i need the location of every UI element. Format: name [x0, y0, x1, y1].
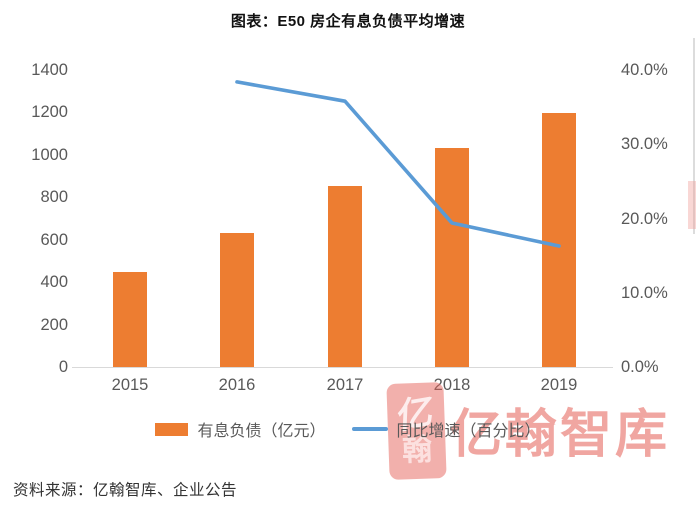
- legend-item-growth: 同比增速（百分比）: [351, 417, 541, 441]
- right-edge-pink-artifact: [688, 181, 696, 229]
- bar-2019: [542, 113, 576, 367]
- x-axis-label-2017: 2017: [326, 376, 364, 394]
- left-axis-tick-1400: 1400: [31, 61, 68, 79]
- legend-label-debt: 有息负债（亿元）: [197, 423, 326, 440]
- bar-2018: [435, 148, 469, 367]
- bar-swatch-icon: [155, 422, 189, 436]
- x-axis-label-2019: 2019: [540, 376, 578, 394]
- x-axis-line: [72, 367, 613, 368]
- left-axis-tick-200: 200: [40, 315, 68, 334]
- right-edge-artifact: [693, 38, 695, 234]
- bar-2017: [328, 185, 362, 367]
- left-axis-tick-0: 0: [58, 358, 68, 376]
- left-axis-tick-1200: 1200: [31, 103, 68, 122]
- right-axis-tick-0.0%: 0.0%: [621, 358, 659, 376]
- legend-label-growth: 同比增速（百分比）: [396, 423, 541, 440]
- right-axis-tick-40.0%: 40.0%: [621, 61, 668, 79]
- right-axis-tick-30.0%: 30.0%: [621, 135, 668, 154]
- left-axis-tick-600: 600: [40, 230, 68, 249]
- right-axis-tick-20.0%: 20.0%: [621, 209, 668, 228]
- x-axis-label-2016: 2016: [218, 376, 256, 394]
- line-swatch-icon: [351, 427, 388, 431]
- left-axis-tick-400: 400: [40, 273, 68, 292]
- yihan-watermark-text: 亿翰智库: [450, 406, 671, 464]
- growth-line: [235, 80, 561, 248]
- right-axis-tick-10.0%: 10.0%: [621, 283, 668, 302]
- legend-item-debt: 有息负债（亿元）: [155, 417, 326, 441]
- left-axis-tick-800: 800: [40, 188, 68, 207]
- bar-2016: [220, 233, 254, 367]
- left-axis-tick-1000: 1000: [31, 145, 68, 164]
- chart-title: 图表：E50 房企有息负债平均增速: [230, 13, 466, 30]
- x-axis-label-2015: 2015: [111, 376, 149, 394]
- legend: 有息负债（亿元） 同比增速（百分比）: [0, 417, 696, 441]
- source-note: 资料来源：亿翰智库、企业公告: [13, 482, 238, 499]
- bar-2015: [113, 271, 147, 367]
